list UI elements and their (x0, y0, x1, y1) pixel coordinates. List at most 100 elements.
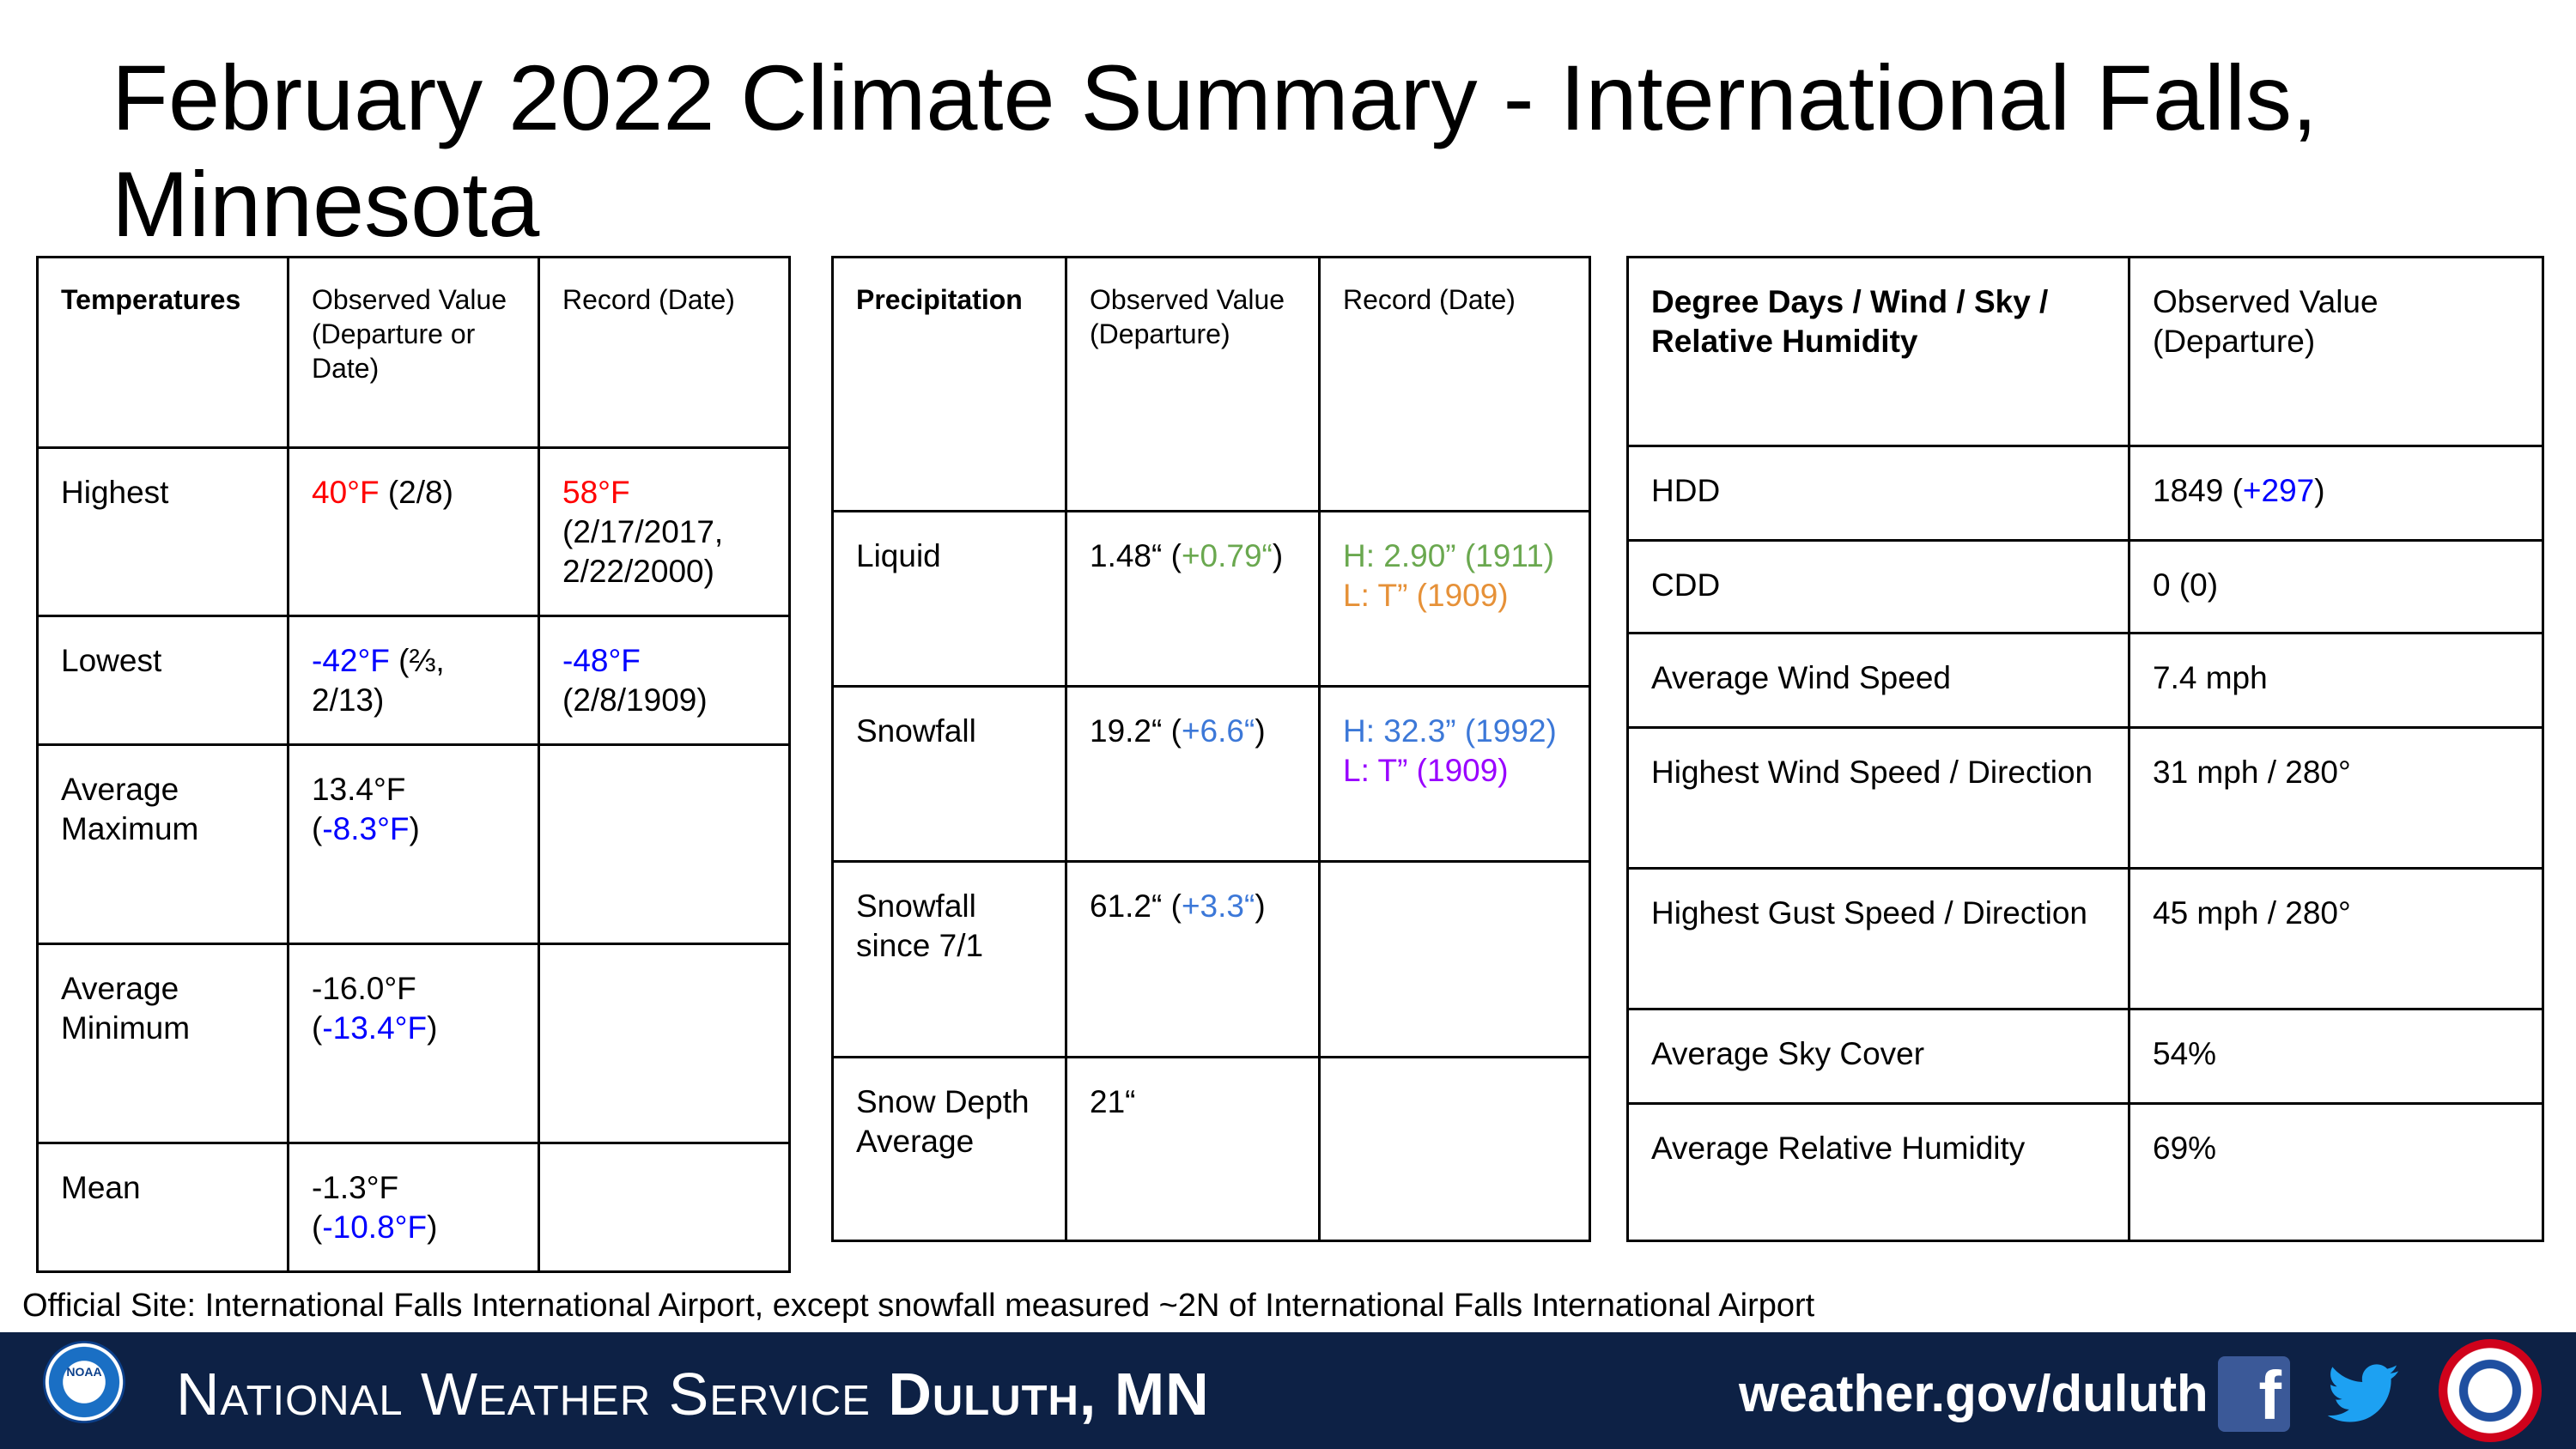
noaa-logo-icon[interactable] (43, 1341, 125, 1423)
table-row: Mean -1.3°F (-10.8°F) (36, 1142, 791, 1273)
value-cell: 1849 (+297) (2128, 445, 2544, 542)
value-cell: 54% (2128, 1008, 2544, 1105)
row-label: Average Wind Speed (1626, 632, 2130, 729)
record-high: H: 32.3” (1992) (1343, 713, 1557, 749)
table-row: Highest Wind Speed / Direction 31 mph / … (1626, 726, 2544, 870)
header-cell: Observed Value (Departure or Date) (287, 256, 540, 449)
observed-cell: 13.4°F (-8.3°F) (287, 743, 540, 945)
row-label: Highest Wind Speed / Direction (1626, 726, 2130, 870)
record-cell: -48°F (2/8/1909) (538, 615, 791, 746)
header-cell: Observed Value (Departure) (2128, 256, 2544, 447)
row-label: Snowfall since 7/1 (831, 860, 1067, 1058)
nws-banner (0, 1332, 2576, 1449)
row-label: Lowest (36, 615, 289, 746)
header-cell: Record (Date) (538, 256, 791, 449)
observed-cell: 40°F (2/8) (287, 446, 540, 617)
table-row: Average Minimum -16.0°F (-13.4°F) (36, 943, 791, 1144)
value-cell: 31 mph / 280° (2128, 726, 2544, 870)
observed-cell: 19.2“ (+6.6“) (1065, 685, 1321, 863)
departure-value: +0.79“ (1181, 538, 1273, 573)
record-cell: 58°F (2/17/2017, 2/22/2000) (538, 446, 791, 617)
observed-value: 40°F (312, 475, 380, 510)
precipitation-table: Precipitation Observed Value (Departure)… (831, 256, 1591, 1242)
observed-cell: -1.3°F (-10.8°F) (287, 1142, 540, 1273)
record-cell (538, 1142, 791, 1273)
table-row: Lowest -42°F (⅔, 2/13) -48°F (2/8/1909) (36, 615, 791, 746)
record-cell (538, 943, 791, 1144)
record-cell (1318, 1056, 1591, 1242)
table-header-row: Degree Days / Wind / Sky / Relative Humi… (1626, 256, 2544, 447)
row-label: Average Minimum (36, 943, 289, 1144)
departure-value: +297 (2242, 473, 2315, 508)
row-label: Highest (36, 446, 289, 617)
observed-cell: 61.2“ (+3.3“) (1065, 860, 1321, 1058)
observed-cell: -42°F (⅔, 2/13) (287, 615, 540, 746)
table-row: Snowfall since 7/1 61.2“ (+3.3“) (831, 860, 1591, 1058)
row-label: CDD (1626, 539, 2130, 634)
value-cell: 0 (0) (2128, 539, 2544, 634)
departure-value: -13.4°F (322, 1010, 428, 1046)
record-value: -48°F (562, 643, 641, 678)
table-row: CDD 0 (0) (1626, 539, 2544, 634)
row-label: Snowfall (831, 685, 1067, 863)
observed-date: (⅔, 2/13) (312, 643, 445, 718)
row-label: Average Relative Humidity (1626, 1102, 2130, 1242)
observed-cell: -16.0°F (-13.4°F) (287, 943, 540, 1144)
facebook-icon[interactable]: f (2218, 1356, 2290, 1434)
header-cell: Degree Days / Wind / Sky / Relative Humi… (1626, 256, 2130, 447)
office-website-link[interactable]: weather.gov/duluth (1739, 1365, 2208, 1422)
record-cell (1318, 860, 1591, 1058)
row-label: Liquid (831, 510, 1067, 688)
row-label: Mean (36, 1142, 289, 1273)
official-site-footnote: Official Site: International Falls Inter… (22, 1288, 1815, 1324)
value-cell: 7.4 mph (2128, 632, 2544, 729)
page-title: February 2022 Climate Summary - Internat… (112, 45, 2318, 256)
table-row: Average Wind Speed 7.4 mph (1626, 632, 2544, 729)
row-label: Snow Depth Average (831, 1056, 1067, 1242)
record-cell: H: 32.3” (1992) L: T” (1909) (1318, 685, 1591, 863)
observed-value: -42°F (312, 643, 390, 678)
departure-value: +3.3“ (1181, 888, 1255, 924)
value-cell: 69% (2128, 1102, 2544, 1242)
temperatures-table: Temperatures Observed Value (Departure o… (36, 256, 791, 1273)
table-row: Average Relative Humidity 69% (1626, 1102, 2544, 1242)
table-row: Highest Gust Speed / Direction 45 mph / … (1626, 867, 2544, 1010)
twitter-icon[interactable] (2320, 1356, 2406, 1434)
table-header-row: Temperatures Observed Value (Departure o… (36, 256, 791, 449)
departure-value: -10.8°F (322, 1210, 428, 1245)
row-label: Average Maximum (36, 743, 289, 945)
table-header-row: Precipitation Observed Value (Departure)… (831, 256, 1591, 512)
header-cell: Observed Value (Departure) (1065, 256, 1321, 512)
header-cell: Precipitation (831, 256, 1067, 512)
record-high: H: 2.90” (1911) (1343, 538, 1555, 573)
departure-value: -8.3°F (322, 811, 410, 846)
departure-value: +6.6“ (1181, 713, 1255, 749)
table-row: Liquid 1.48“ (+0.79“) H: 2.90” (1911) L: … (831, 510, 1591, 688)
observed-date: (2/8) (379, 475, 453, 510)
table-row: Snow Depth Average 21“ (831, 1056, 1591, 1242)
nws-seal-icon[interactable] (2439, 1339, 2542, 1442)
table-row: HDD 1849 (+297) (1626, 445, 2544, 542)
nws-office-name: National Weather Service Duluth, MN (176, 1361, 1210, 1428)
noaa-logo-label: NOAA (66, 1365, 102, 1379)
table-row: Average Sky Cover 54% (1626, 1008, 2544, 1105)
record-low: L: T” (1909) (1343, 753, 1509, 788)
record-cell (538, 743, 791, 945)
table-row: Average Maximum 13.4°F (-8.3°F) (36, 743, 791, 945)
row-label: Highest Gust Speed / Direction (1626, 867, 2130, 1010)
record-value: 58°F (562, 475, 630, 510)
degree-days-table: Degree Days / Wind / Sky / Relative Humi… (1626, 256, 2544, 1242)
record-date: (2/8/1909) (562, 682, 708, 718)
header-cell: Temperatures (36, 256, 289, 449)
row-label: HDD (1626, 445, 2130, 542)
record-cell: H: 2.90” (1911) L: T” (1909) (1318, 510, 1591, 688)
observed-cell: 1.48“ (+0.79“) (1065, 510, 1321, 688)
row-label: Average Sky Cover (1626, 1008, 2130, 1105)
observed-cell: 21“ (1065, 1056, 1321, 1242)
record-date: (2/17/2017, 2/22/2000) (562, 514, 724, 589)
record-low: L: T” (1909) (1343, 578, 1509, 613)
value-cell: 45 mph / 280° (2128, 867, 2544, 1010)
table-row: Highest 40°F (2/8) 58°F (2/17/2017, 2/22/… (36, 446, 791, 617)
header-cell: Record (Date) (1318, 256, 1591, 512)
table-row: Snowfall 19.2“ (+6.6“) H: 32.3” (1992) L:… (831, 685, 1591, 863)
